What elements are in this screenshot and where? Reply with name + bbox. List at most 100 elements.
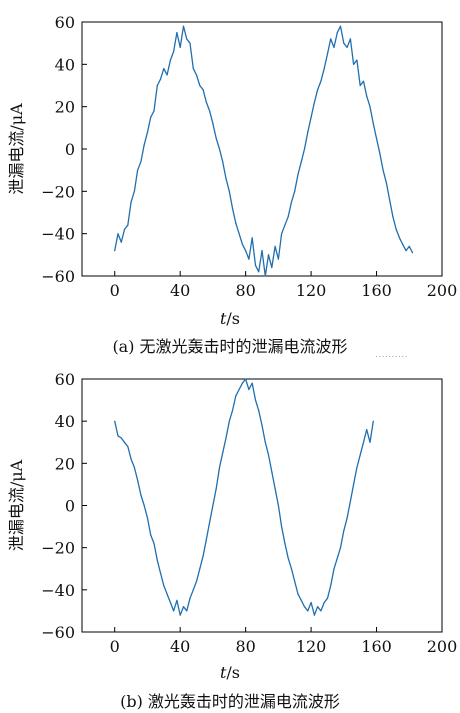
data-point bbox=[333, 568, 335, 570]
data-point bbox=[339, 547, 342, 549]
x-tick-label: 120 bbox=[296, 637, 327, 656]
data-point bbox=[114, 250, 116, 252]
y-tick-label: −60 bbox=[41, 267, 75, 286]
data-point bbox=[245, 378, 247, 380]
data-point bbox=[343, 42, 345, 44]
data-point bbox=[362, 441, 365, 443]
data-point bbox=[202, 89, 204, 91]
data-point bbox=[261, 250, 263, 252]
data-point bbox=[346, 517, 348, 519]
data-point bbox=[369, 441, 371, 443]
data-point bbox=[218, 148, 221, 150]
plot-frame bbox=[81, 378, 443, 633]
data-point bbox=[143, 504, 145, 507]
data-point bbox=[251, 382, 253, 384]
y-tick-label: 60 bbox=[55, 370, 75, 389]
data-point bbox=[179, 614, 181, 616]
data-point bbox=[372, 123, 374, 125]
data-point bbox=[156, 559, 158, 561]
data-point bbox=[326, 53, 329, 55]
data-point bbox=[215, 137, 217, 139]
data-point bbox=[271, 471, 273, 473]
data-point bbox=[133, 466, 135, 469]
data-point bbox=[140, 161, 142, 163]
data-point bbox=[153, 110, 155, 112]
data-point bbox=[389, 356, 391, 357]
data-point bbox=[382, 169, 384, 171]
data-point bbox=[353, 483, 355, 485]
x-tick-label: 200 bbox=[427, 637, 458, 656]
data-point bbox=[389, 199, 391, 201]
data-point bbox=[333, 46, 335, 49]
plot-frame bbox=[81, 21, 443, 277]
data-point bbox=[209, 110, 211, 112]
data-point bbox=[303, 606, 306, 608]
data-point bbox=[215, 488, 217, 490]
y-tick-label: 20 bbox=[55, 98, 75, 117]
data-point bbox=[330, 38, 332, 40]
data-point bbox=[169, 59, 171, 61]
data-point bbox=[189, 42, 191, 44]
data-point bbox=[222, 452, 224, 454]
data-point bbox=[159, 572, 162, 574]
x-tick-label: 160 bbox=[361, 281, 392, 300]
data-point bbox=[192, 589, 194, 591]
data-point bbox=[294, 580, 296, 582]
data-point bbox=[281, 526, 283, 528]
data-point bbox=[287, 557, 289, 559]
y-tick-label: 0 bbox=[65, 497, 75, 516]
data-point bbox=[146, 131, 149, 133]
x-tick-label: 80 bbox=[235, 637, 255, 656]
data-point bbox=[258, 271, 260, 273]
data-point bbox=[398, 356, 401, 357]
data-point bbox=[375, 137, 378, 139]
data-point bbox=[169, 601, 171, 604]
data-point bbox=[163, 585, 165, 587]
chart-panel-a: 0 40 80 120 160 200 −60 −40 −20 0 20 40 60 泄漏电流/μA t/… bbox=[7, 13, 457, 356]
x-tick-label: 160 bbox=[361, 637, 392, 656]
data-point bbox=[405, 356, 407, 357]
data-point bbox=[402, 243, 404, 245]
data-point bbox=[284, 542, 286, 544]
data-point bbox=[336, 557, 338, 559]
data-point bbox=[379, 356, 381, 357]
data-point bbox=[395, 356, 397, 357]
data-point bbox=[248, 388, 250, 391]
data-point bbox=[372, 420, 374, 422]
data-point bbox=[303, 148, 306, 150]
data-point bbox=[349, 38, 351, 40]
data-point bbox=[166, 74, 168, 76]
data-point bbox=[150, 116, 152, 118]
data-point bbox=[238, 388, 240, 391]
data-point bbox=[186, 38, 188, 40]
data-point bbox=[411, 252, 414, 254]
data-point bbox=[114, 420, 116, 422]
data-point bbox=[202, 555, 204, 557]
data-point bbox=[248, 258, 250, 260]
data-point bbox=[150, 534, 152, 536]
data-point bbox=[326, 597, 329, 599]
data-point bbox=[395, 228, 397, 230]
data-point bbox=[359, 84, 361, 87]
data-point bbox=[261, 424, 263, 426]
data-point bbox=[218, 466, 221, 469]
y-tick-label: −20 bbox=[41, 539, 75, 558]
data-point bbox=[310, 601, 312, 604]
data-point bbox=[225, 437, 227, 439]
data-point bbox=[369, 106, 371, 108]
data-point bbox=[241, 243, 243, 245]
data-point bbox=[366, 95, 368, 97]
data-point bbox=[241, 382, 243, 384]
data-point bbox=[277, 258, 279, 260]
data-point bbox=[228, 420, 230, 422]
data-point bbox=[362, 80, 365, 82]
chart-caption: (a) 无激光轰击时的泄漏电流波形 bbox=[112, 337, 348, 356]
data-point bbox=[317, 606, 319, 608]
data-point bbox=[290, 568, 293, 570]
series-line bbox=[114, 25, 414, 277]
data-point bbox=[130, 458, 132, 460]
data-point bbox=[137, 169, 139, 171]
data-point bbox=[176, 599, 178, 601]
data-point bbox=[209, 521, 211, 523]
data-point bbox=[186, 610, 188, 612]
